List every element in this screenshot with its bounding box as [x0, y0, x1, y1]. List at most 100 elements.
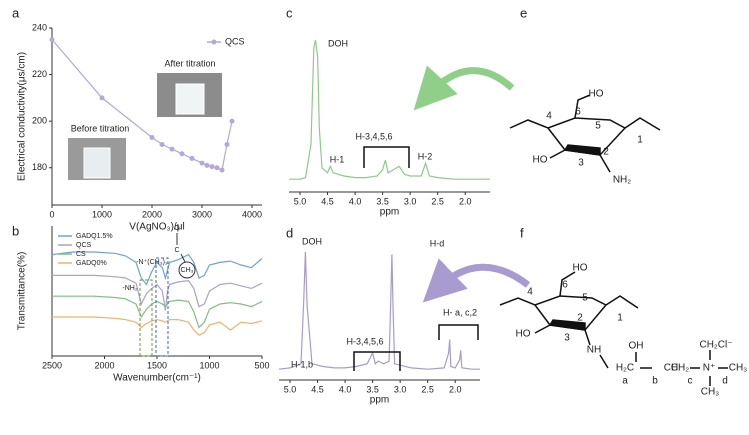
x-tick-label: 3.0: [404, 196, 417, 206]
x-tick-label: 4.5: [311, 384, 324, 394]
annotation: -NH₂: [122, 285, 137, 292]
panel-label: a: [12, 5, 20, 20]
annotation: H-3,4,5,6: [355, 131, 392, 141]
x-tick-label: 1000: [92, 209, 112, 219]
structure-label: 1: [637, 135, 643, 146]
structure-label: CH₃: [701, 387, 720, 398]
decoration: [83, 147, 111, 179]
x-axis-label: V(AgNO₃)/μl: [129, 222, 184, 233]
panel-label: e: [520, 5, 527, 20]
structure-label: 4: [527, 287, 533, 298]
annotation: H-1: [330, 154, 345, 164]
x-tick-label: 0: [49, 209, 54, 219]
x-tick-label: 4000: [242, 209, 262, 219]
annotation: -N⁺(CH₃)₃: [136, 259, 168, 266]
x-tick-label: 4.0: [339, 384, 352, 394]
series-line: [52, 295, 263, 329]
annotation: H- a, c,2: [443, 307, 477, 317]
y-tick-label: 220: [32, 69, 47, 79]
structure-label: H₂C: [616, 363, 634, 374]
x-tick-label: 1000: [199, 360, 219, 370]
structure-label: HO: [533, 155, 548, 166]
structure-label: a: [622, 376, 628, 387]
structure-f: [499, 271, 728, 386]
data-point: [159, 141, 165, 147]
series-line: [289, 39, 490, 180]
x-tick-label: 4.0: [349, 196, 362, 206]
annotation: After titration: [164, 58, 215, 68]
structure-label: 2: [577, 313, 583, 324]
y-tick-label: 200: [32, 116, 47, 126]
panel-label: b: [12, 223, 19, 238]
structure-label: CH₂: [671, 363, 689, 374]
data-point: [179, 151, 185, 157]
series-line: [52, 316, 263, 336]
data-point: [169, 146, 175, 152]
x-tick-label: 2.0: [459, 196, 472, 206]
data-point: [214, 165, 220, 171]
series-line: [278, 251, 480, 370]
x-tick-label: 1500: [147, 360, 167, 370]
structure-label: 6: [575, 107, 581, 118]
structure-label: 5: [595, 121, 601, 132]
x-tick-label: 3.5: [366, 384, 379, 394]
data-point: [204, 162, 210, 168]
data-point: [49, 37, 55, 43]
panel-label: f: [520, 225, 524, 240]
x-tick-label: 2000: [142, 209, 162, 219]
structure-label: 1: [617, 313, 623, 324]
x-tick-label: 3.5: [376, 196, 389, 206]
structure-label: d: [722, 376, 728, 387]
structure-label: NH: [587, 345, 601, 356]
structure-label: CH₃: [729, 363, 748, 374]
legend-marker: [211, 39, 217, 45]
x-tick-label: 5.0: [284, 384, 297, 394]
structure-label: b: [652, 376, 658, 387]
decoration: [175, 83, 205, 115]
x-tick-label: 3000: [192, 209, 212, 219]
legend-label: GADQ0%: [76, 260, 107, 267]
annotation: DOH: [328, 38, 348, 48]
x-tick-label: 4.5: [321, 196, 334, 206]
structure-label: 3: [578, 158, 584, 169]
decoration: [178, 261, 196, 279]
structure-e: [509, 94, 661, 173]
annotation: H-d: [430, 238, 445, 248]
x-axis-label: ppm: [380, 207, 399, 218]
structure-label: 4: [546, 111, 552, 122]
decoration: [363, 146, 410, 168]
structure-label: 5: [582, 293, 588, 304]
x-tick-label: 500: [254, 360, 269, 370]
arrow: [413, 65, 515, 111]
structure-label: CH₂Cl⁻: [699, 340, 732, 351]
x-tick-label: 3.0: [394, 384, 407, 394]
y-axis-label: Transmittance(%): [17, 252, 28, 331]
structure-label: 6: [562, 280, 568, 291]
legend-label: CS: [76, 251, 86, 258]
data-point: [149, 134, 155, 140]
data-point: [199, 160, 205, 166]
legend-label: GADQ1.5%: [76, 233, 113, 240]
decoration: [155, 257, 169, 357]
annotation: H-3,4,5,6: [346, 336, 383, 346]
structure-label: 3: [564, 333, 570, 344]
decoration: [353, 351, 401, 371]
structure-label: OH: [629, 341, 644, 352]
annotation: O: [174, 225, 180, 232]
decoration: [438, 324, 479, 340]
data-point: [219, 167, 225, 173]
legend-label: QCS: [76, 242, 92, 249]
structure-label: 2: [603, 147, 609, 158]
panel-label: c: [286, 5, 293, 20]
structure-label: NH₂: [613, 175, 631, 186]
panel-label: d: [286, 225, 293, 240]
data-point: [189, 155, 195, 161]
y-tick-label: 180: [32, 162, 47, 172]
x-tick-label: 2.0: [449, 384, 462, 394]
x-tick-label: 2.5: [421, 384, 434, 394]
data-point: [229, 118, 235, 124]
structure-label: CH: [664, 363, 678, 374]
series-line: [52, 274, 263, 311]
annotation: H-1,b: [291, 359, 313, 369]
data-point: [224, 141, 230, 147]
